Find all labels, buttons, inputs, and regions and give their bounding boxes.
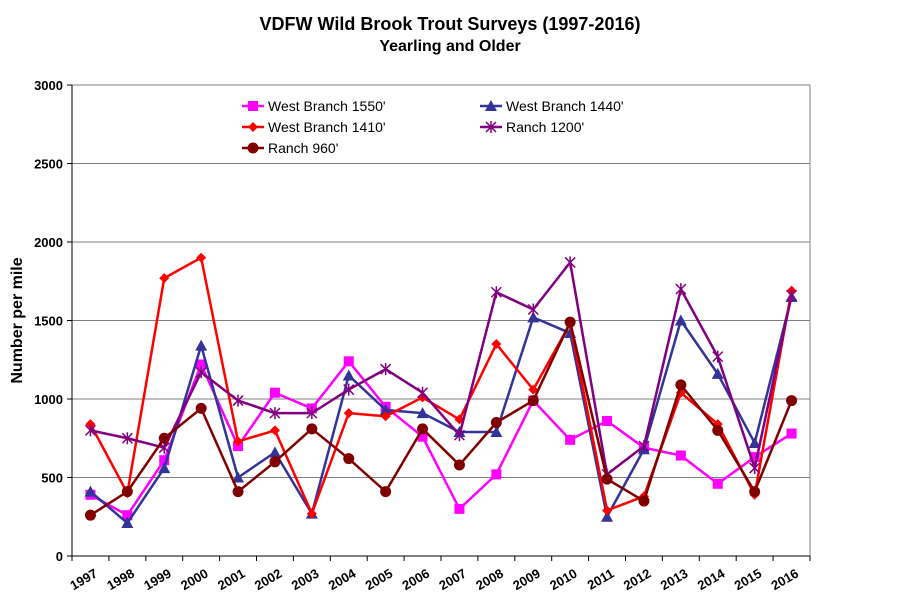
data-point [343, 453, 354, 464]
data-point [676, 451, 686, 461]
data-point [528, 395, 539, 406]
y-tick-label: 1000 [34, 392, 63, 407]
data-point [491, 469, 501, 479]
x-tick-label: 2008 [473, 566, 506, 593]
legend-label: West Branch 1410' [268, 119, 386, 135]
data-point [712, 425, 723, 436]
y-tick-label: 2000 [34, 235, 63, 250]
x-tick-label: 2010 [547, 566, 580, 593]
data-point [491, 417, 502, 428]
data-point [713, 479, 723, 489]
legend-label: West Branch 1550' [268, 98, 386, 114]
legend-marker [248, 143, 259, 154]
data-point [565, 317, 576, 328]
data-point [306, 423, 317, 434]
x-tick-label: 2009 [510, 566, 543, 593]
data-point [787, 429, 797, 439]
y-tick-label: 2500 [34, 157, 63, 172]
x-tick-label: 2001 [215, 566, 248, 593]
data-point [602, 416, 612, 426]
data-point [786, 395, 797, 406]
data-point [749, 486, 760, 497]
data-point [417, 423, 428, 434]
data-point [638, 496, 649, 507]
data-point [233, 486, 244, 497]
x-tick-label: 2005 [363, 566, 396, 593]
x-tick-label: 2013 [658, 566, 691, 593]
data-point [602, 474, 613, 485]
data-point [196, 403, 207, 414]
x-tick-label: 2014 [695, 565, 728, 593]
x-tick-label: 1997 [67, 566, 100, 593]
x-tick-label: 2015 [732, 566, 765, 593]
x-tick-label: 2004 [326, 565, 359, 593]
x-tick-label: 2002 [252, 566, 285, 593]
x-tick-label: 2016 [769, 566, 802, 593]
data-point [122, 486, 133, 497]
data-point [454, 504, 464, 514]
data-point [270, 388, 280, 398]
x-tick-label: 1998 [104, 566, 137, 593]
x-tick-label: 2007 [436, 566, 469, 593]
x-tick-label: 2011 [585, 566, 617, 593]
y-tick-label: 500 [41, 471, 63, 486]
data-point [269, 456, 280, 467]
x-tick-label: 2006 [400, 566, 433, 593]
data-point [454, 459, 465, 470]
data-point [380, 486, 391, 497]
y-tick-label: 3000 [34, 78, 63, 93]
legend-label: West Branch 1440' [506, 98, 624, 114]
x-tick-label: 2003 [289, 566, 322, 593]
data-point [159, 433, 170, 444]
y-tick-label: 0 [56, 549, 63, 564]
x-tick-label: 1999 [141, 566, 174, 593]
data-point [85, 510, 96, 521]
data-point [675, 379, 686, 390]
y-tick-label: 1500 [34, 314, 63, 329]
x-tick-label: 2000 [178, 566, 211, 593]
y-axis-label: Number per mile [9, 257, 26, 383]
data-point [565, 435, 575, 445]
legend-marker [248, 101, 258, 111]
legend-label: Ranch 1200' [506, 119, 584, 135]
legend-label: Ranch 960' [268, 140, 338, 156]
x-tick-label: 2012 [621, 566, 654, 593]
data-point [344, 356, 354, 366]
